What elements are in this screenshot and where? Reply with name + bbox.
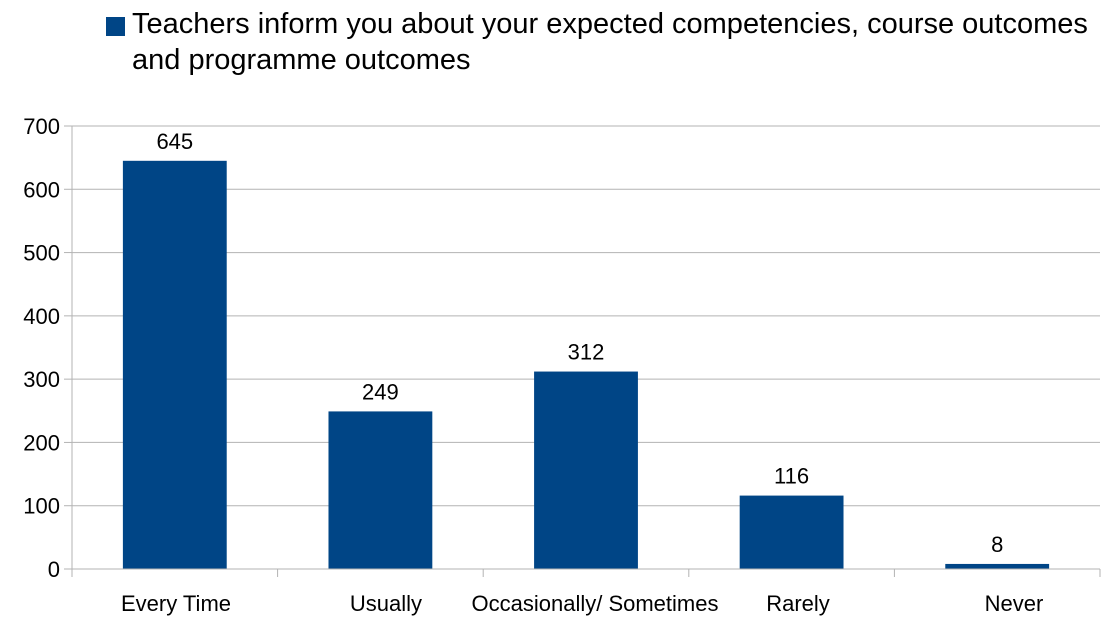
data-label: 645 — [156, 129, 193, 154]
bars — [122, 160, 1050, 570]
y-tick-label: 600 — [23, 177, 60, 202]
data-label: 116 — [774, 464, 809, 489]
legend-swatch — [106, 17, 125, 36]
y-axis: 0 100 200 300 400 500 600 700 — [23, 114, 73, 582]
y-tick-label: 300 — [23, 367, 60, 392]
bar — [739, 495, 844, 569]
bar — [534, 371, 638, 569]
data-label: 249 — [362, 379, 399, 404]
bar — [945, 563, 1050, 569]
y-tick-label: 0 — [48, 557, 60, 582]
x-tick-label: Occasionally/ Sometimes — [472, 591, 719, 616]
y-tick-label: 400 — [23, 304, 60, 329]
data-labels: 645 249 312 116 8 — [156, 129, 1003, 557]
x-tick-label: Rarely — [766, 591, 830, 616]
y-tick-label: 200 — [23, 430, 60, 455]
bar — [328, 411, 433, 569]
legend-label: Teachers inform you about your expected … — [132, 8, 1088, 76]
x-axis: Every Time Usually Occasionally/ Sometimes… — [71, 568, 1101, 616]
data-label: 312 — [568, 340, 605, 365]
x-tick-label: Every Time — [121, 591, 231, 616]
y-tick-label: 500 — [23, 241, 60, 266]
x-tick-label: Usually — [350, 591, 422, 616]
bar — [122, 160, 227, 570]
y-tick-label: 100 — [23, 494, 60, 519]
data-label: 8 — [991, 532, 1003, 557]
x-tick-label: Never — [985, 591, 1044, 616]
y-tick-label: 700 — [23, 114, 60, 139]
